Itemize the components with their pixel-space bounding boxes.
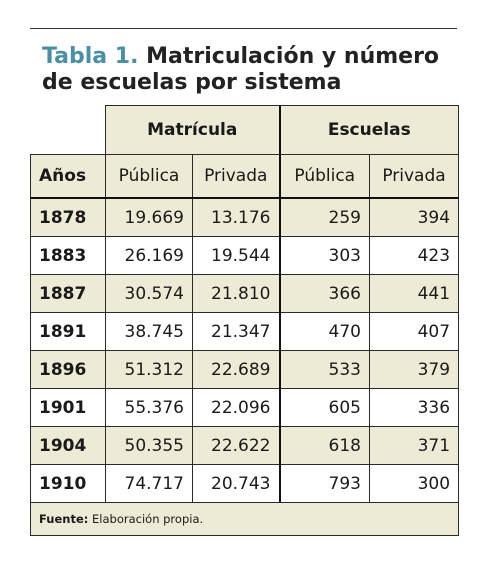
matricula-privada-cell: 22.622 bbox=[192, 426, 280, 465]
year-cell: 1883 bbox=[30, 236, 106, 275]
footnote-label: Fuente: bbox=[39, 512, 89, 526]
escuelas-privada-cell: 423 bbox=[368, 236, 460, 275]
year-cell: 1891 bbox=[30, 312, 106, 351]
escuelas-publica-cell: 303 bbox=[278, 236, 370, 275]
escuelas-publica-cell: 259 bbox=[278, 197, 370, 237]
year-cell: 1878 bbox=[30, 197, 106, 237]
matricula-privada-cell: 21.810 bbox=[192, 274, 280, 313]
escuelas-privada-cell: 371 bbox=[368, 426, 460, 465]
matricula-publica-cell: 26.169 bbox=[105, 236, 193, 275]
matricula-publica-cell: 30.574 bbox=[105, 274, 193, 313]
top-rule bbox=[30, 28, 457, 29]
matricula-publica-cell: 38.745 bbox=[105, 312, 193, 351]
matricula-publica-cell: 55.376 bbox=[105, 388, 193, 427]
group-header-matricula: Matrícula bbox=[105, 105, 280, 155]
column-header-escuelas-publica: Pública bbox=[278, 154, 370, 199]
table-row: 1896 51.312 22.689 533 379 bbox=[30, 350, 460, 389]
table-number: Tabla 1. bbox=[42, 44, 139, 69]
table-row: 1878 19.669 13.176 259 394 bbox=[30, 197, 460, 237]
matricula-publica-cell: 50.355 bbox=[105, 426, 193, 465]
escuelas-publica-cell: 793 bbox=[278, 464, 370, 503]
matricula-publica-cell: 74.717 bbox=[105, 464, 193, 503]
group-header-escuelas: Escuelas bbox=[278, 105, 460, 155]
table-caption: Matriculación y número de escuelas por s… bbox=[42, 44, 440, 95]
escuelas-publica-cell: 605 bbox=[278, 388, 370, 427]
column-header-escuelas-privada: Privada bbox=[368, 154, 460, 199]
matricula-privada-cell: 13.176 bbox=[192, 197, 280, 237]
matricula-privada-cell: 21.347 bbox=[192, 312, 280, 351]
matricula-privada-cell: 22.096 bbox=[192, 388, 280, 427]
empty-corner bbox=[30, 105, 106, 155]
matricula-privada-cell: 20.743 bbox=[192, 464, 280, 503]
table-footnote: Fuente: Elaboración propia. bbox=[29, 502, 460, 536]
year-cell: 1901 bbox=[30, 388, 106, 427]
escuelas-publica-cell: 470 bbox=[278, 312, 370, 351]
year-cell: 1887 bbox=[30, 274, 106, 313]
matricula-privada-cell: 19.544 bbox=[192, 236, 280, 275]
escuelas-privada-cell: 336 bbox=[368, 388, 460, 427]
escuelas-publica-cell: 533 bbox=[278, 350, 370, 389]
escuelas-privada-cell: 441 bbox=[368, 274, 460, 313]
matricula-privada-cell: 22.689 bbox=[192, 350, 280, 389]
table-row: 1883 26.169 19.544 303 423 bbox=[30, 236, 460, 275]
escuelas-privada-cell: 379 bbox=[368, 350, 460, 389]
matricula-publica-cell: 51.312 bbox=[105, 350, 193, 389]
table-row: 1887 30.574 21.810 366 441 bbox=[30, 274, 460, 313]
year-cell: 1910 bbox=[30, 464, 106, 503]
year-cell: 1904 bbox=[30, 426, 106, 465]
column-header-matricula-publica: Pública bbox=[105, 154, 193, 199]
column-header-years: Años bbox=[30, 154, 106, 199]
enrollment-table: Matrícula Escuelas Años Pública Privada … bbox=[29, 105, 460, 536]
escuelas-privada-cell: 407 bbox=[368, 312, 460, 351]
escuelas-publica-cell: 618 bbox=[278, 426, 370, 465]
table-title: Tabla 1. Matriculación y número de escue… bbox=[42, 44, 462, 96]
escuelas-publica-cell: 366 bbox=[278, 274, 370, 313]
escuelas-privada-cell: 394 bbox=[368, 197, 460, 237]
table-row: 1891 38.745 21.347 470 407 bbox=[30, 312, 460, 351]
table-row: 1904 50.355 22.622 618 371 bbox=[30, 426, 460, 465]
table-row: 1901 55.376 22.096 605 336 bbox=[30, 388, 460, 427]
table-row: 1910 74.717 20.743 793 300 bbox=[30, 464, 460, 503]
escuelas-privada-cell: 300 bbox=[368, 464, 460, 503]
year-cell: 1896 bbox=[30, 350, 106, 389]
footnote-text: Elaboración propia. bbox=[92, 512, 204, 526]
matricula-publica-cell: 19.669 bbox=[105, 197, 193, 237]
column-header-matricula-privada: Privada bbox=[192, 154, 280, 199]
